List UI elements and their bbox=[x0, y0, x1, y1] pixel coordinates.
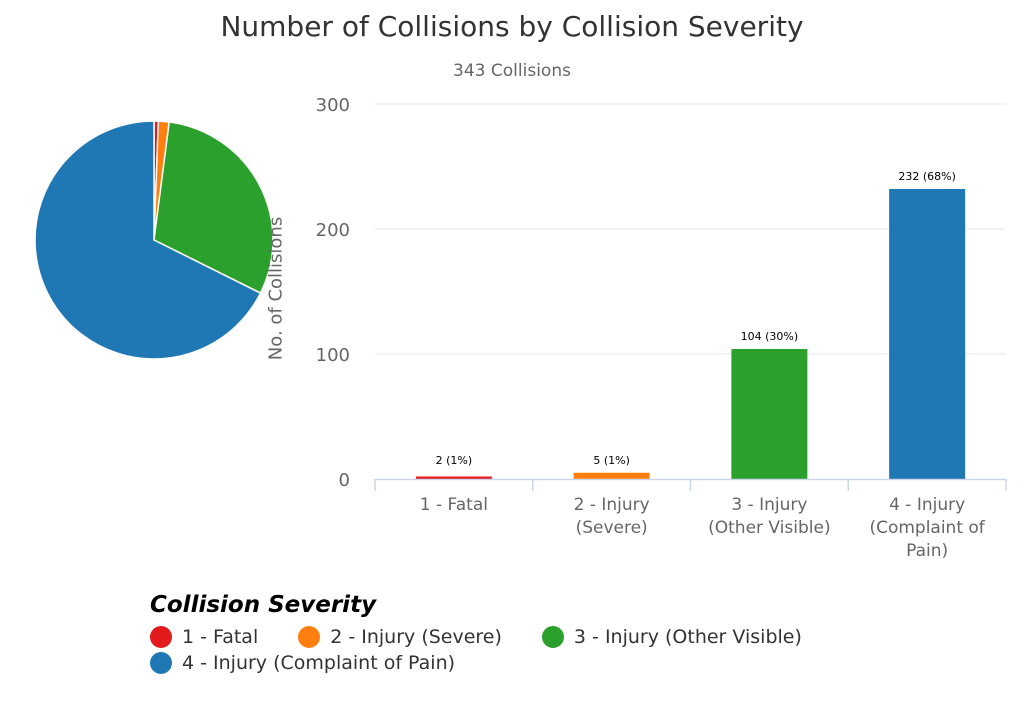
x-tick-label: 3 - Injury (Other Visible) bbox=[708, 495, 830, 538]
legend-item[interactable]: 1 - Fatal bbox=[150, 624, 258, 650]
x-tick-label: 4 - Injury (Complaint of Pain) bbox=[869, 495, 985, 561]
y-tick-label: 200 bbox=[316, 220, 350, 241]
y-axis-ticks: 0 100 200 300 bbox=[316, 95, 350, 491]
pie-chart bbox=[34, 120, 274, 360]
y-tick-label: 300 bbox=[316, 95, 350, 116]
legend-item[interactable]: 2 - Injury (Severe) bbox=[298, 624, 502, 650]
legend-marker-icon bbox=[541, 626, 564, 648]
chart-title: Number of Collisions by Collision Severi… bbox=[220, 10, 804, 43]
legend-marker-icon bbox=[150, 626, 172, 648]
bar-data-label: 2 (1%) bbox=[436, 454, 473, 467]
legend: Collision Severity 1 - Fatal 2 - Injury (… bbox=[150, 592, 910, 676]
chart-subtitle: 343 Collisions bbox=[453, 61, 571, 81]
legend-item[interactable]: 4 - Injury (Complaint of Pain) bbox=[150, 650, 455, 676]
legend-title: Collision Severity bbox=[150, 592, 377, 618]
pie-slice[interactable] bbox=[153, 121, 274, 295]
bar-data-label: 232 (68%) bbox=[898, 170, 956, 183]
bar[interactable] bbox=[573, 472, 650, 479]
bar[interactable] bbox=[731, 349, 808, 479]
legend-marker-icon bbox=[298, 626, 321, 648]
y-tick-label: 100 bbox=[316, 345, 350, 366]
y-axis-label: No. of Collisions bbox=[265, 216, 287, 361]
legend-item-label: 2 - Injury (Severe) bbox=[330, 626, 502, 648]
bar-data-label: 104 (30%) bbox=[741, 330, 799, 343]
y-tick-label: 0 bbox=[339, 470, 350, 491]
x-tick-label: 1 - Fatal bbox=[420, 495, 488, 515]
x-tick-label: 2 - Injury (Severe) bbox=[574, 495, 650, 538]
bar-series: 2 (1%) 5 (1%) 104 (30%) 232 (68%) bbox=[415, 170, 966, 480]
legend-items: 1 - Fatal 2 - Injury (Severe) 3 - Injury (… bbox=[150, 624, 900, 676]
legend-item[interactable]: 3 - Injury (Other Visible) bbox=[541, 624, 802, 650]
x-axis: 1 - Fatal 2 - Injury (Severe) 3 - Injury (Ot… bbox=[374, 478, 1007, 561]
legend-item-label: 1 - Fatal bbox=[182, 626, 259, 648]
bar[interactable] bbox=[889, 189, 966, 479]
pie-slice[interactable] bbox=[34, 120, 262, 360]
bar-data-label: 5 (1%) bbox=[593, 454, 630, 467]
bar[interactable] bbox=[415, 476, 492, 480]
legend-item-label: 3 - Injury (Other Visible) bbox=[573, 626, 802, 648]
legend-marker-icon bbox=[150, 652, 172, 674]
legend-item-label: 4 - Injury (Complaint of Pain) bbox=[182, 652, 456, 674]
